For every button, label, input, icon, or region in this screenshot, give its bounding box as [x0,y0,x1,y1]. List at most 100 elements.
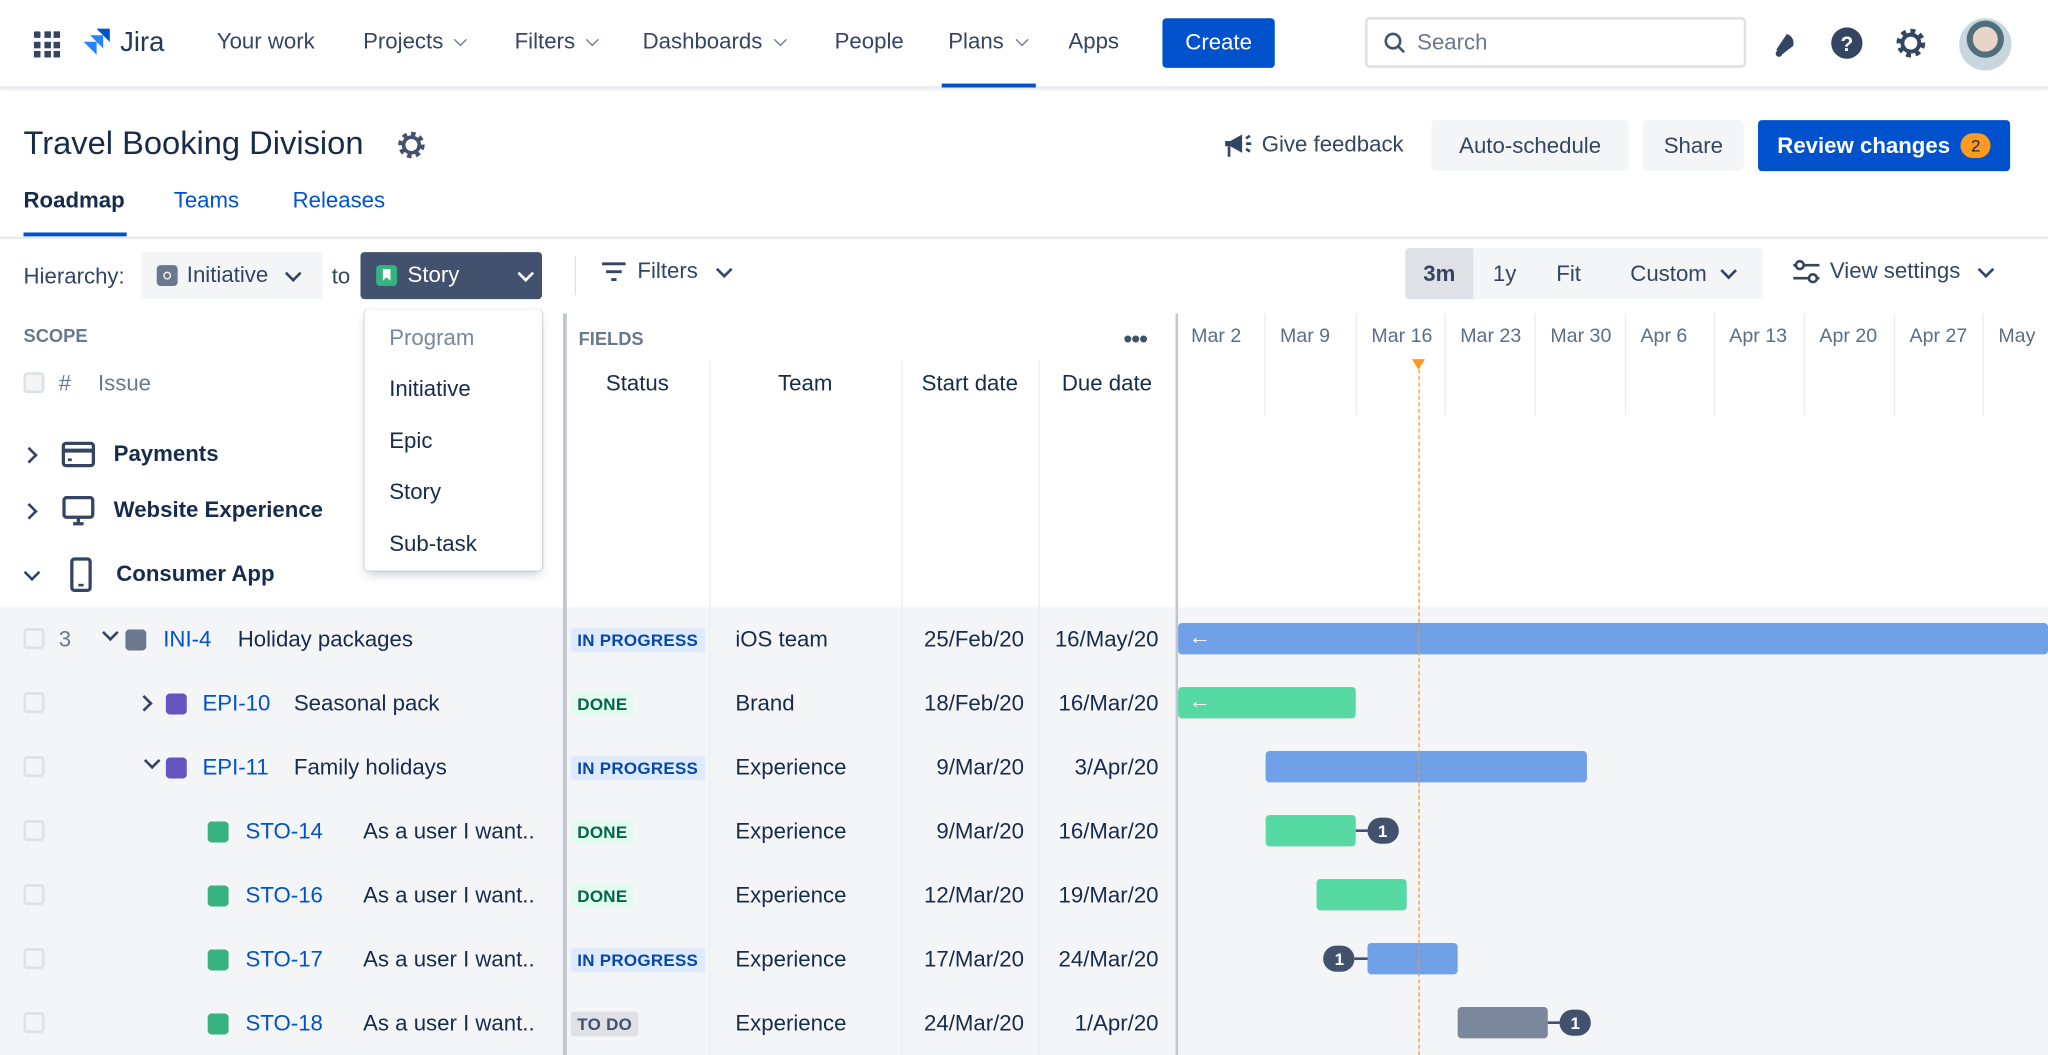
chevron-down-icon[interactable] [23,563,41,581]
team-cell[interactable]: Experience [735,754,847,780]
group-consumer-app[interactable]: Consumer App [23,556,275,593]
table-row[interactable]: 3 INI-4 Holiday packages IN PROGRESS iOS tea… [0,607,2048,671]
plan-settings-gear-icon[interactable] [396,129,427,160]
issue-key-link[interactable]: STO-14 [245,818,323,844]
timeline-bar[interactable]: ← [1178,687,1356,719]
chevron-right-icon[interactable] [21,446,38,463]
issue-summary[interactable]: Family holidays [293,754,447,780]
nav-projects[interactable]: Projects [363,29,468,55]
zoom-1y[interactable]: 1y [1473,248,1536,299]
issue-summary[interactable]: Holiday packages [237,626,413,652]
timeline-bar[interactable] [1265,815,1356,847]
dependency-badge[interactable]: 1 [1559,1009,1591,1036]
nav-apps[interactable]: Apps [1068,29,1119,55]
status-column-header[interactable]: Status [605,370,669,396]
team-cell[interactable]: Brand [735,690,795,716]
nav-dashboards[interactable]: Dashboards [643,29,787,55]
team-cell[interactable]: Experience [735,946,847,972]
start-date-cell[interactable]: 25/Feb/20 [923,626,1024,652]
issue-summary[interactable]: As a user I want.. [363,946,535,972]
issue-key-link[interactable]: INI-4 [163,626,212,652]
timeline-bar[interactable] [1316,879,1407,911]
help-icon[interactable]: ? [1830,26,1864,60]
row-checkbox[interactable] [23,948,45,970]
team-cell[interactable]: Experience [735,1010,847,1036]
tab-releases[interactable]: Releases [292,188,386,213]
due-date-cell[interactable]: 1/Apr/20 [1074,1010,1159,1036]
chevron-down-icon[interactable] [143,752,161,770]
hierarchy-from-select[interactable]: Initiative [141,252,323,300]
table-row[interactable]: STO-18 As a user I want.. TO DO Experience 2… [0,991,2048,1055]
issue-key-link[interactable]: EPI-10 [202,690,271,716]
due-date-cell[interactable]: 16/Mar/20 [1058,818,1159,844]
due-date-cell[interactable]: 19/Mar/20 [1058,882,1159,908]
row-checkbox[interactable] [23,628,45,650]
chevron-right-icon[interactable] [21,502,38,520]
team-cell[interactable]: Experience [735,882,847,908]
notification-icon[interactable] [1768,29,1799,60]
timeline-bar[interactable] [1368,943,1458,975]
group-payments[interactable]: Payments [21,436,219,473]
row-checkbox[interactable] [23,692,45,714]
start-date-column-header[interactable]: Start date [921,370,1018,396]
chevron-down-icon[interactable] [102,624,119,642]
row-checkbox[interactable] [23,1012,45,1034]
issue-key-link[interactable]: STO-18 [245,1010,323,1036]
tab-roadmap[interactable]: Roadmap [23,188,125,213]
menu-item-initiative[interactable]: Initiative [389,376,471,401]
nav-people[interactable]: People [835,29,904,55]
start-date-cell[interactable]: 17/Mar/20 [924,946,1024,972]
start-date-cell[interactable]: 12/Mar/20 [924,882,1024,908]
row-checkbox[interactable] [23,820,45,842]
issue-key-link[interactable]: EPI-11 [202,754,269,780]
group-website-experience[interactable]: Website Experience [21,492,323,529]
nav-your-work[interactable]: Your work [217,29,315,55]
tab-teams[interactable]: Teams [173,188,240,213]
start-date-cell[interactable]: 24/Mar/20 [924,1010,1024,1036]
fields-more-icon[interactable]: ••• [1123,325,1148,354]
nav-filters[interactable]: Filters [515,29,600,55]
settings-icon[interactable] [1894,26,1928,60]
timeline-bar[interactable] [1265,751,1587,783]
view-settings-button[interactable]: View settings [1792,259,1995,285]
start-date-cell[interactable]: 9/Mar/20 [936,754,1024,780]
review-changes-button[interactable]: Review changes 2 [1758,120,2011,172]
due-date-column-header[interactable]: Due date [1061,370,1152,396]
issue-summary[interactable]: Seasonal pack [293,690,440,716]
table-row[interactable]: EPI-11 Family holidays IN PROGRESS Experien… [0,735,2048,799]
share-button[interactable]: Share [1643,120,1744,172]
timeline-bar[interactable]: ← [1178,623,2048,655]
nav-plans[interactable]: Plans [948,29,1028,55]
due-date-cell[interactable]: 24/Mar/20 [1058,946,1159,972]
issue-key-link[interactable]: STO-17 [245,946,323,972]
fields-timeline-divider[interactable] [1175,313,1179,1055]
due-date-cell[interactable]: 16/May/20 [1054,626,1159,652]
issue-summary[interactable]: As a user I want.. [363,882,535,908]
avatar[interactable] [1959,18,2012,71]
team-cell[interactable]: Experience [735,818,847,844]
table-row[interactable]: EPI-10 Seasonal pack DONE Brand 18/Feb/20 16/… [0,671,2048,735]
menu-item-sub-task[interactable]: Sub-task [389,531,477,557]
start-date-cell[interactable]: 9/Mar/20 [936,818,1024,844]
start-date-cell[interactable]: 18/Feb/20 [923,690,1024,716]
scope-fields-divider[interactable] [562,313,567,1055]
due-date-cell[interactable]: 3/Apr/20 [1074,754,1159,780]
app-switcher-icon[interactable] [33,31,61,58]
row-checkbox[interactable] [23,884,45,906]
table-row[interactable]: STO-17 As a user I want.. IN PROGRESS Exper… [0,927,2048,991]
issue-summary[interactable]: As a user I want.. [363,1010,535,1036]
dependency-badge[interactable]: 1 [1323,945,1356,972]
menu-item-story[interactable]: Story [389,479,442,505]
auto-schedule-button[interactable]: Auto-schedule [1431,120,1629,172]
menu-item-epic[interactable]: Epic [389,428,433,454]
dependency-badge[interactable]: 1 [1366,817,1399,844]
create-button[interactable]: Create [1162,18,1275,68]
team-cell[interactable]: iOS team [735,626,828,652]
due-date-cell[interactable]: 16/Mar/20 [1058,690,1159,716]
search-input[interactable]: Search [1364,16,1747,68]
timeline-bar[interactable] [1457,1007,1548,1039]
issue-summary[interactable]: As a user I want.. [363,818,535,844]
give-feedback-button[interactable]: Give feedback [1223,131,1404,160]
zoom-fit[interactable]: Fit [1536,248,1601,299]
zoom-custom[interactable]: Custom [1601,248,1763,299]
